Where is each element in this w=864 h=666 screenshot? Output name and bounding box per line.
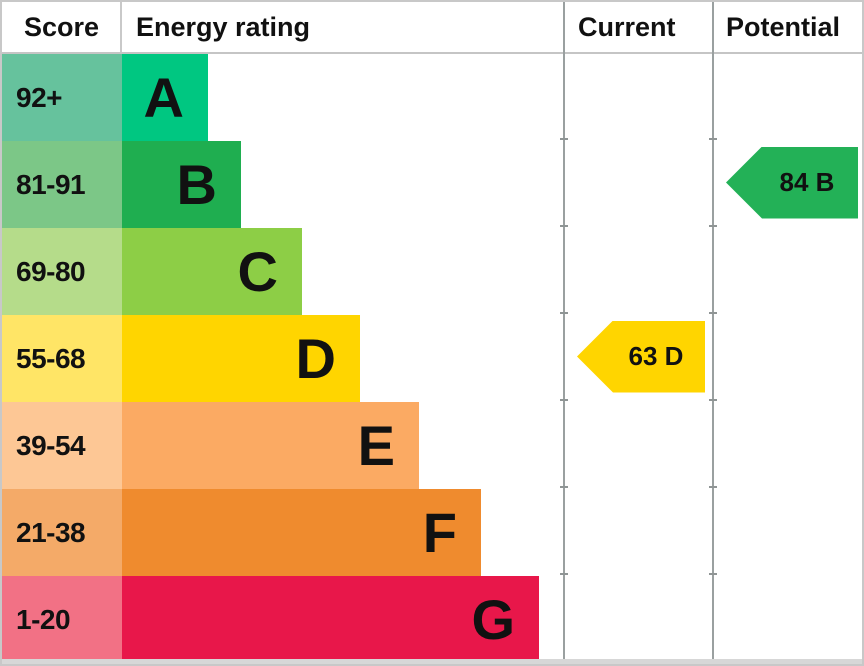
row-boundary-tick (560, 573, 568, 575)
epc-row-a: 92+ A (2, 54, 562, 141)
header-current: Current (578, 12, 676, 42)
score-range-b: 81-91 (2, 141, 122, 228)
rating-bar-g: G (122, 576, 539, 663)
row-boundary-tick (709, 399, 717, 401)
column-divider-potential (712, 2, 714, 661)
rating-bar-c: C (122, 228, 302, 315)
row-boundary-tick (709, 225, 717, 227)
header-divider (120, 2, 122, 52)
score-range-f: 21-38 (2, 489, 122, 576)
header-energy-rating: Energy rating (136, 12, 311, 42)
band-letter-g: G (471, 587, 515, 651)
score-range-c: 69-80 (2, 228, 122, 315)
potential-rating-arrow: 84 B (726, 146, 858, 219)
row-boundary-tick (560, 312, 568, 314)
score-range-a: 92+ (2, 54, 122, 141)
row-boundary-tick (560, 138, 568, 140)
epc-row-c: 69-80 C (2, 228, 562, 315)
rating-bar-a: A (122, 54, 208, 141)
rating-bar-d: D (122, 315, 360, 402)
score-range-e: 39-54 (2, 402, 122, 489)
row-boundary-tick (709, 573, 717, 575)
band-letter-d: D (295, 326, 336, 390)
row-boundary-tick (709, 486, 717, 488)
band-letter-a: A (143, 65, 184, 129)
row-boundary-tick (560, 399, 568, 401)
rating-bar-e: E (122, 402, 419, 489)
epc-row-d: 55-68 D (2, 315, 562, 402)
current-rating-arrow: 63 D (577, 320, 705, 393)
band-letter-c: C (237, 239, 278, 303)
band-letter-e: E (357, 413, 395, 477)
score-range-g: 1-20 (2, 576, 122, 663)
epc-row-b: 81-91 B (2, 141, 562, 228)
row-boundary-tick (560, 225, 568, 227)
epc-row-e: 39-54 E (2, 402, 562, 489)
score-range-d: 55-68 (2, 315, 122, 402)
potential-rating-label: 84 B (779, 167, 835, 197)
band-letter-b: B (176, 152, 217, 216)
header-score: Score (24, 12, 100, 42)
row-boundary-tick (709, 312, 717, 314)
bottom-border (2, 659, 862, 664)
header-potential: Potential (726, 12, 841, 42)
column-divider-current (563, 2, 565, 661)
rating-bar-f: F (122, 489, 481, 576)
rating-bands: 92+ A 81-91 B 69-80 C 55-68 D 39-54 E 21-38 F 1-20 G (2, 54, 562, 663)
epc-row-f: 21-38 F (2, 489, 562, 576)
band-letter-f: F (422, 500, 457, 564)
epc-row-g: 1-20 G (2, 576, 562, 663)
chart-header: Score Energy rating Current Potential (2, 2, 862, 54)
row-boundary-tick (560, 486, 568, 488)
rating-bar-b: B (122, 141, 241, 228)
current-rating-label: 63 D (628, 341, 684, 371)
row-boundary-tick (709, 138, 717, 140)
